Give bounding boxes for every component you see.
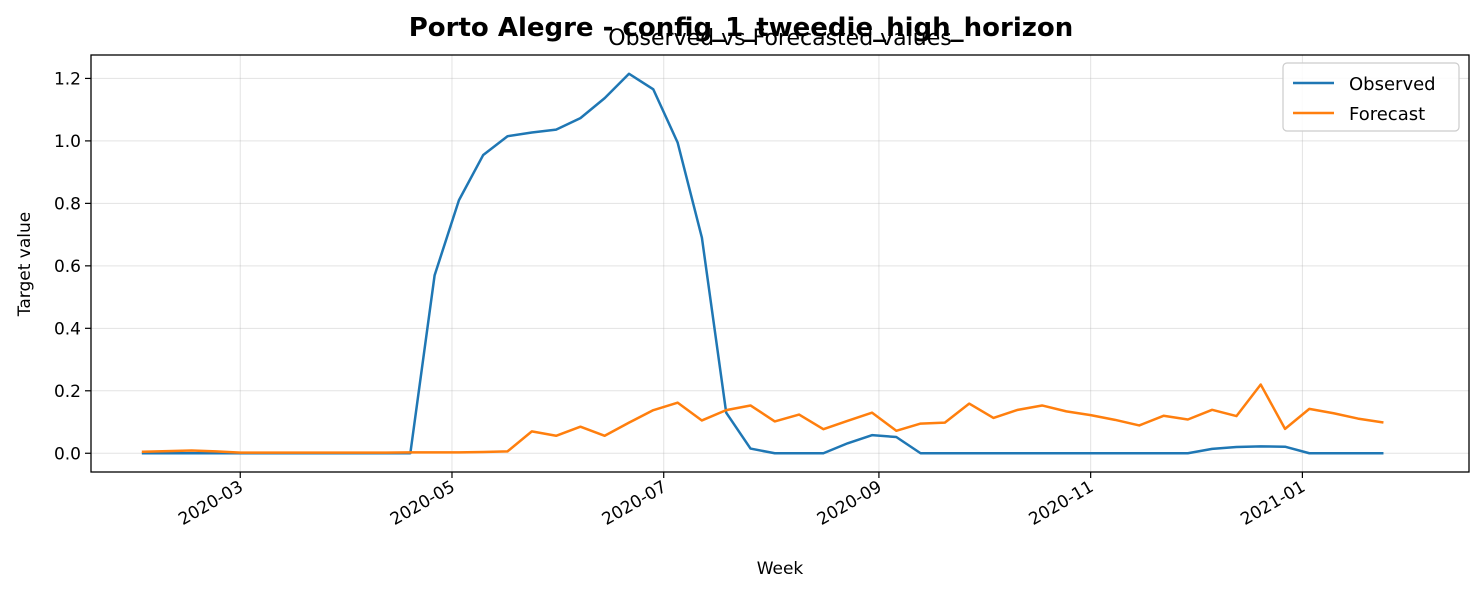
y-axis-label: Target value (15, 212, 35, 317)
x-tick-label: 2020-07 (599, 477, 671, 530)
legend-label-observed: Observed (1349, 74, 1436, 95)
axis-ticks: 0.0 0.2 0.4 0.6 0.8 1.0 1.2 2020-03 2020-05 2020-… (54, 69, 1309, 529)
series-line-observed (141, 72, 1384, 455)
y-tick-label: 0.4 (54, 319, 81, 339)
series-line-forecast (141, 383, 1384, 454)
y-tick-label: 1.2 (54, 69, 81, 89)
plot-lines (141, 72, 1384, 455)
x-tick-label: 2020-11 (1026, 477, 1098, 530)
x-tick-label: 2021-01 (1237, 477, 1309, 530)
y-tick-label: 0.2 (54, 382, 81, 402)
chart-subtitle: Observed vs Forecasted values (608, 26, 951, 51)
legend-label-forecast: Forecast (1349, 104, 1425, 125)
y-tick-label: 1.0 (54, 132, 81, 152)
x-tick-label: 2020-09 (814, 477, 886, 530)
x-tick-label: 2020-05 (387, 477, 459, 530)
y-tick-label: 0.6 (54, 257, 81, 277)
chart-title: Porto Alegre - config_1_tweedie_high_hor… (409, 13, 1074, 43)
x-tick-label: 2020-03 (175, 477, 247, 530)
x-axis-label: Week (757, 559, 804, 579)
legend: Observed Forecast (1282, 62, 1460, 132)
grid (91, 55, 1469, 472)
y-tick-label: 0.8 (54, 194, 81, 214)
plot-frame (90, 54, 1470, 473)
y-tick-label: 0.0 (54, 444, 81, 464)
